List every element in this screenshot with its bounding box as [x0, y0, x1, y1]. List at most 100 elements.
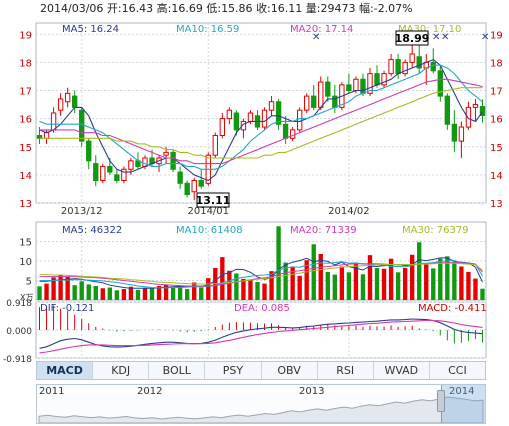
volume-bar: [325, 271, 330, 300]
candle-body: [219, 118, 226, 136]
volume-bar: [459, 266, 464, 300]
cross-marker-icon: ✕: [312, 32, 320, 43]
volume-bar: [473, 278, 478, 300]
candle-body: [374, 73, 380, 86]
high-marker-box: [395, 30, 429, 46]
time-navigator[interactable]: 2011 2012 2013 2014: [36, 384, 486, 424]
navigator-handle-right[interactable]: [485, 390, 486, 412]
tab-macd[interactable]: MACD: [37, 362, 94, 379]
high-marker-label: 18.99: [395, 32, 430, 45]
volume-bar: [206, 278, 211, 300]
volume-bar: [51, 277, 56, 300]
candle-body: [367, 73, 373, 94]
header-low: 15.86: [221, 2, 253, 15]
volume-bar: [156, 285, 162, 300]
volume-bar: [360, 274, 366, 300]
price-panel: [36, 34, 486, 201]
volume-bar: [438, 258, 443, 300]
volume-bar: [163, 284, 169, 300]
legend-dea: DEA: 0.085: [234, 303, 290, 314]
candle-body: [177, 171, 183, 184]
navigator-year-2012: 2012: [137, 386, 163, 397]
volume-bar: [255, 282, 260, 300]
price-tick-left: 18: [19, 58, 32, 69]
cross-marker-icon: ✕: [481, 32, 489, 43]
price-x-tick: 2013/12: [61, 206, 103, 217]
candle-body: [233, 112, 240, 131]
volume-bar: [100, 288, 105, 300]
tab-wvad[interactable]: WVAD: [374, 362, 430, 379]
candle-body: [395, 59, 401, 75]
header-bar: 2014/03/06 开:16.43 高:16.69 低:15.86 收:16.…: [40, 1, 413, 15]
candle-body: [346, 84, 352, 91]
candle-body: [43, 132, 50, 139]
price-x-tick: 2014/02: [328, 206, 370, 217]
volume-bar: [311, 244, 316, 300]
volume-bar: [177, 286, 183, 300]
header-volume: 29473: [321, 2, 356, 15]
candle-body: [100, 165, 106, 181]
legend-volume-ma5: MA5: 46322: [62, 225, 122, 236]
volume-bar: [262, 283, 267, 300]
price-tick-right: 14: [490, 171, 503, 182]
grid-lines: [36, 23, 486, 359]
volume-bar: [234, 273, 239, 300]
volume-bar: [79, 281, 84, 300]
volume-bar: [128, 286, 134, 300]
legend-macd: MACD: -0.411: [418, 303, 487, 314]
volume-bar: [170, 287, 176, 300]
header-volume-label: 量:: [306, 2, 321, 15]
tab-cci[interactable]: CCI: [448, 364, 467, 377]
volume-bar: [304, 260, 309, 300]
candle-body: [226, 109, 233, 120]
candle-body: [261, 109, 268, 128]
volume-bar: [135, 289, 141, 300]
cross-marker-icon: ✕: [432, 32, 440, 43]
volume-bar: [297, 275, 302, 300]
candle-body: [64, 92, 71, 103]
volume-tick: 15: [19, 238, 32, 249]
header-change: -2.07%: [374, 2, 413, 15]
volume-bar: [107, 287, 113, 300]
volume-bar: [65, 276, 70, 300]
tab-obv[interactable]: OBV: [262, 362, 318, 379]
candle-body: [465, 106, 472, 128]
volume-bar: [142, 287, 148, 300]
candle-body: [409, 53, 415, 63]
navigator-selection[interactable]: [441, 385, 485, 423]
tab-psy[interactable]: PSY: [205, 362, 262, 379]
candle-body: [170, 151, 176, 170]
price-tick-left: 16: [19, 115, 32, 126]
volume-bar: [346, 272, 352, 300]
navigator-handle-left[interactable]: [437, 390, 445, 412]
volume-bar: [480, 288, 485, 300]
volume-bar: [184, 289, 190, 300]
candle-body: [50, 112, 57, 131]
low-marker-label: 13.11: [196, 194, 231, 207]
price-ma30-line: [39, 87, 483, 159]
volume-bar: [248, 280, 253, 300]
candle-body: [472, 104, 479, 108]
volume-bar: [353, 262, 359, 300]
low-marker: 13.11: [196, 192, 231, 208]
price-tick-right: 15: [490, 143, 503, 154]
axis-labels: 19 18 17 16 15 14 13 19 18 17 16 15 14 13 2013/12 2014/…: [3, 30, 503, 365]
tab-kdj[interactable]: KDJ: [93, 362, 150, 379]
volume-bar: [86, 284, 91, 300]
volume-bar: [114, 290, 120, 300]
volume-bar: [339, 266, 345, 300]
macd-tick: 0.918: [6, 299, 32, 309]
candle-body: [353, 78, 359, 91]
candle-body: [416, 56, 422, 69]
tab-rsi[interactable]: RSI: [318, 362, 374, 379]
volume-bar: [241, 278, 246, 300]
candle-body: [247, 112, 254, 122]
volume-ma10-line: [39, 260, 483, 289]
tab-boll[interactable]: BOLL: [149, 362, 206, 379]
volume-bar: [332, 274, 338, 300]
header-date: 2014/03/06: [40, 2, 103, 15]
header-close-label: 收:: [256, 1, 271, 15]
legend-price-ma30: MA30: 17.10: [398, 24, 461, 35]
volume-bar: [445, 256, 450, 300]
